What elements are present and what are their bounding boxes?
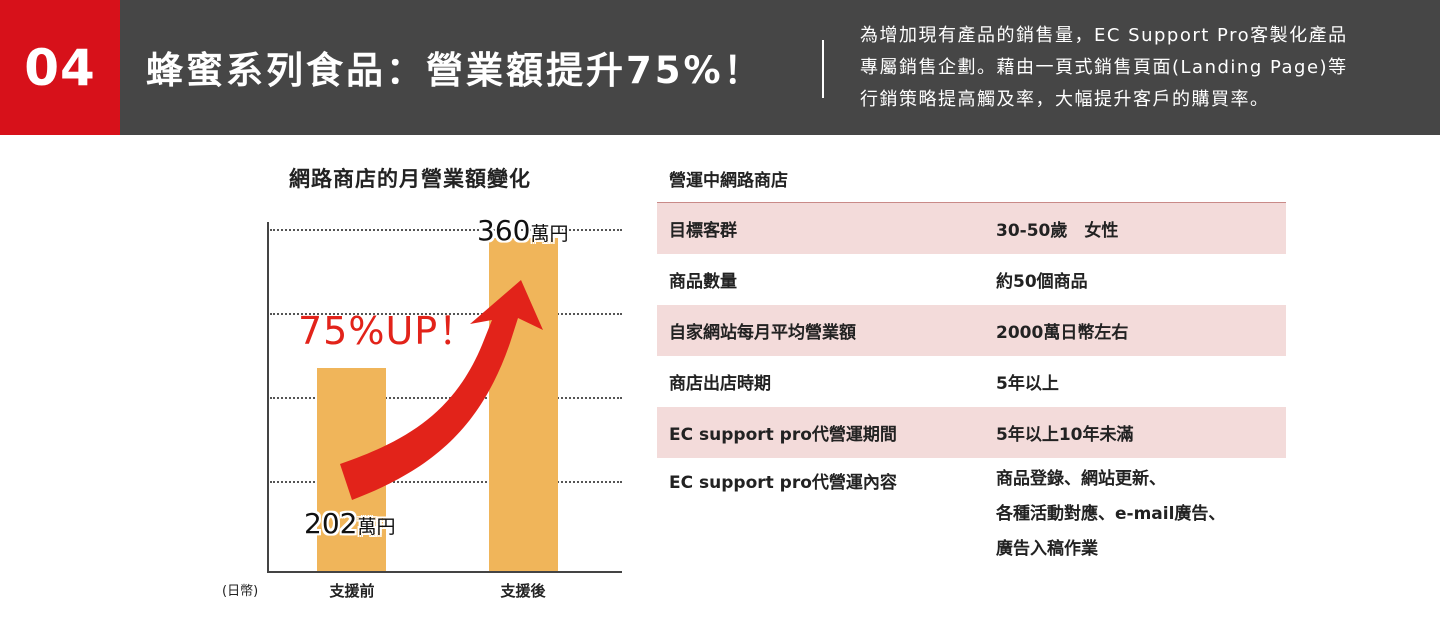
gridline-270 — [270, 313, 622, 315]
gridline-360 — [270, 229, 622, 231]
table-caption: 營運中網路商店 — [669, 171, 788, 191]
gridline-90 — [270, 481, 622, 483]
bar-value-label-after: 360萬円 — [477, 214, 569, 247]
gridline-180 — [270, 397, 622, 399]
row-value-line: 廣告入稿作業 — [996, 539, 1098, 559]
row-key: EC support pro代營運期間 — [669, 425, 897, 445]
row-key: 自家網站每月平均營業額 — [669, 323, 856, 343]
x-label-before: 支援前 — [329, 582, 375, 600]
store-info-table: 目標客群 30-50歲 女性 商品數量 約50個商品 自家網站每月平均營業額 2… — [657, 202, 1286, 567]
row-key: 目標客群 — [669, 221, 737, 241]
row-value: 2000萬日幣左右 — [996, 323, 1129, 343]
row-value: 約50個商品 — [996, 272, 1088, 292]
row-value: 5年以上 — [996, 374, 1059, 394]
row-value: 5年以上10年未滿 — [996, 425, 1134, 445]
table-row: EC support pro代營運期間 5年以上10年未滿 — [657, 407, 1286, 458]
description-line: 行銷策略提高觸及率，大幅提升客戶的購買率。 — [860, 89, 1270, 110]
page-title: 蜂蜜系列食品：營業額提升75%！ — [146, 49, 764, 92]
header-divider — [822, 40, 824, 98]
description-line: 專屬銷售企劃。藉由一頁式銷售頁面(Landing Page)等 — [860, 57, 1348, 78]
table-row: EC support pro代營運內容 商品登錄、網站更新、 各種活動對應、e-… — [657, 458, 1286, 567]
row-key: EC support pro代營運內容 — [669, 473, 897, 493]
row-key: 商店出店時期 — [669, 374, 771, 394]
header-banner: 04 蜂蜜系列食品：營業額提升75%！ 為增加現有產品的銷售量，EC Suppo… — [0, 0, 1440, 135]
table-row: 商品數量 約50個商品 — [657, 254, 1286, 305]
chart-title: 網路商店的月營業額變化 — [289, 167, 531, 191]
row-value-line: 商品登錄、網站更新、 — [996, 469, 1166, 489]
table-row: 自家網站每月平均營業額 2000萬日幣左右 — [657, 305, 1286, 356]
row-key: 商品數量 — [669, 272, 737, 292]
y-axis-unit-label: (日幣) — [222, 584, 259, 599]
x-axis — [267, 571, 622, 573]
bar-value-label-before: 202萬円 — [304, 507, 396, 540]
description-line: 為增加現有產品的銷售量，EC Support Pro客製化產品 — [860, 25, 1348, 46]
header-description: 為增加現有產品的銷售量，EC Support Pro客製化產品 專屬銷售企劃。藉… — [860, 20, 1420, 116]
table-row: 目標客群 30-50歲 女性 — [657, 203, 1286, 254]
row-value-line: 各種活動對應、e-mail廣告、 — [996, 504, 1226, 524]
y-axis — [267, 222, 269, 573]
growth-annotation: 75%UP！ — [298, 309, 478, 353]
case-number-badge: 04 — [0, 0, 120, 135]
growth-arrow-icon — [340, 280, 543, 500]
table-row: 商店出店時期 5年以上 — [657, 356, 1286, 407]
row-value: 30-50歲 女性 — [996, 221, 1119, 241]
revenue-bar-chart: 360萬円 270萬円 180萬円 90萬円 0萬円 (日幣) 支援前 支援後 … — [0, 0, 650, 630]
row-value: 商品登錄、網站更新、 各種活動對應、e-mail廣告、 廣告入稿作業 — [996, 468, 1286, 567]
x-label-after: 支援後 — [500, 582, 546, 600]
